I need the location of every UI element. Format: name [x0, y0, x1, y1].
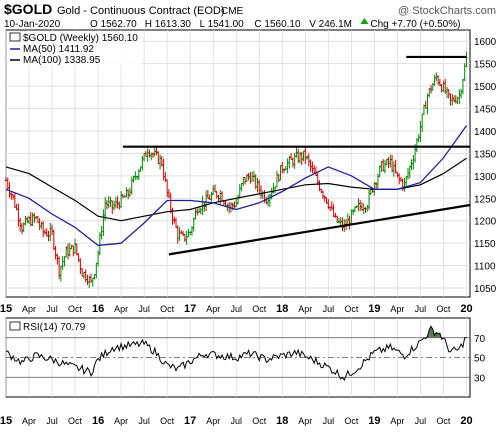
price-tick-label: 1100: [474, 262, 496, 273]
x-tick-label: Jul: [323, 304, 335, 314]
quote-l: L 1541.00: [200, 19, 245, 30]
exchange-label: CME: [221, 6, 244, 17]
x-tick-label: 16: [92, 415, 104, 427]
rsi-tick-label: 70: [474, 334, 486, 345]
legend-swatch: [9, 32, 21, 42]
rsi-grid: [5, 318, 470, 397]
x-tick-label: Jul: [323, 416, 335, 426]
trend-annotations: [122, 55, 471, 256]
x-tick-label: 16: [92, 303, 104, 315]
rsi-tick-label: 50: [474, 354, 486, 365]
x-tick-label: Jul: [46, 304, 58, 314]
x-tick-label: Oct: [252, 304, 267, 314]
rsi-line: [5, 325, 467, 382]
x-tick-label: Oct: [160, 304, 175, 314]
price-tick-label: 1300: [474, 172, 497, 183]
x-tick-label: Oct: [252, 416, 267, 426]
x-tick-label: Apr: [298, 304, 312, 314]
x-tick-label: 18: [276, 415, 288, 427]
instrument-name: Gold - Continuous Contract (EOD): [57, 5, 225, 17]
quote-date: 10-Jan-2020: [4, 19, 61, 30]
x-tick-label: Apr: [22, 416, 36, 426]
ma50-line: [5, 125, 468, 247]
x-tick-label: 15: [0, 303, 12, 315]
rsi-legend-swatch: [9, 321, 21, 331]
x-tick-label: 18: [276, 303, 288, 315]
quote-chg: Chg +7.70 (+0.50%): [370, 19, 460, 30]
legend-label: MA(50) 1411.92: [23, 44, 94, 55]
x-tick-label: Jul: [138, 304, 150, 314]
rsi-y-axis: 30 50 70: [474, 334, 486, 385]
x-tick-label: Apr: [114, 416, 128, 426]
x-tick-label: 20: [460, 415, 472, 427]
x-tick-label: Apr: [22, 304, 36, 314]
price-panel: [5, 29, 471, 298]
x-tick-label: Apr: [390, 416, 404, 426]
price-y-axis: 1050 1100 1150 1200 1250 1300 1350 1400 1450 1500…: [474, 37, 497, 295]
x-tick-label: Jul: [138, 416, 150, 426]
x-tick-label: 19: [368, 415, 380, 427]
x-tick-label: Jul: [46, 416, 58, 426]
price-tick-label: 1600: [474, 37, 497, 48]
up-arrow-icon: [360, 18, 369, 24]
rsi-tick-label: 30: [474, 373, 486, 384]
x-tick-label: Oct: [68, 416, 83, 426]
watermark: @ StockCharts.com: [398, 5, 496, 17]
x-tick-label: Apr: [114, 304, 128, 314]
price-tick-label: 1400: [474, 127, 497, 138]
x-tick-label: Jul: [415, 416, 427, 426]
price-tick-label: 1200: [474, 217, 497, 228]
x-tick-label: 15: [0, 415, 12, 427]
x-tick-label: 20: [460, 303, 472, 315]
rsi-legend-label: RSI(14) 70.79: [23, 322, 86, 333]
quote-values: O 1562.70 H 1613.30 L 1541.00 C 1560.10 V 24…: [90, 18, 460, 30]
x-tick-label: 17: [184, 415, 196, 427]
x-tick-label: Apr: [206, 416, 220, 426]
x-tick-label: Oct: [344, 304, 359, 314]
x-tick-label: 19: [368, 303, 380, 315]
x-tick-label: Jul: [415, 304, 427, 314]
x-tick-label: 17: [184, 303, 196, 315]
quote-v: V 246.1M: [309, 19, 352, 30]
rsi-legend-box: [9, 320, 87, 332]
quote-o: O 1562.70: [90, 19, 137, 30]
x-tick-label: Oct: [344, 416, 359, 426]
x-tick-label: Oct: [436, 304, 451, 314]
price-tick-label: 1450: [474, 105, 497, 116]
x-tick-label: Apr: [206, 304, 220, 314]
legend-label: $GOLD (Weekly) 1560.10: [23, 33, 138, 44]
support-trendline: [168, 203, 471, 256]
x-tick-label: Jul: [230, 304, 242, 314]
price-tick-label: 1550: [474, 60, 497, 71]
quote-c: C 1560.10: [254, 19, 301, 30]
price-tick-label: 1250: [474, 194, 497, 205]
x-tick-label: Oct: [436, 416, 451, 426]
x-tick-label: Apr: [390, 304, 404, 314]
quote-h: H 1613.30: [145, 19, 192, 30]
x-tick-label: Oct: [160, 416, 175, 426]
x-axis-labels-bottom: 15 Apr Jul Oct 16 Apr Jul Oct 17 Apr Jul Oct 18 Apr Ju…: [0, 415, 473, 427]
x-axis-labels-middle: 15 Apr Jul Oct 16 Apr Jul Oct 17 Apr Jul Oct 18 Apr Ju…: [0, 303, 473, 315]
x-tick-label: Oct: [68, 304, 83, 314]
price-tick-label: 1350: [474, 149, 497, 160]
price-tick-label: 1500: [474, 82, 497, 93]
legend-box: [8, 31, 142, 65]
x-tick-label: Jul: [230, 416, 242, 426]
price-tick-label: 1150: [474, 239, 496, 250]
symbol-title: $GOLD: [4, 1, 52, 17]
x-tick-label: Apr: [298, 416, 312, 426]
price-tick-label: 1050: [474, 284, 497, 295]
legend-label: MA(100) 1338.95: [23, 55, 101, 66]
